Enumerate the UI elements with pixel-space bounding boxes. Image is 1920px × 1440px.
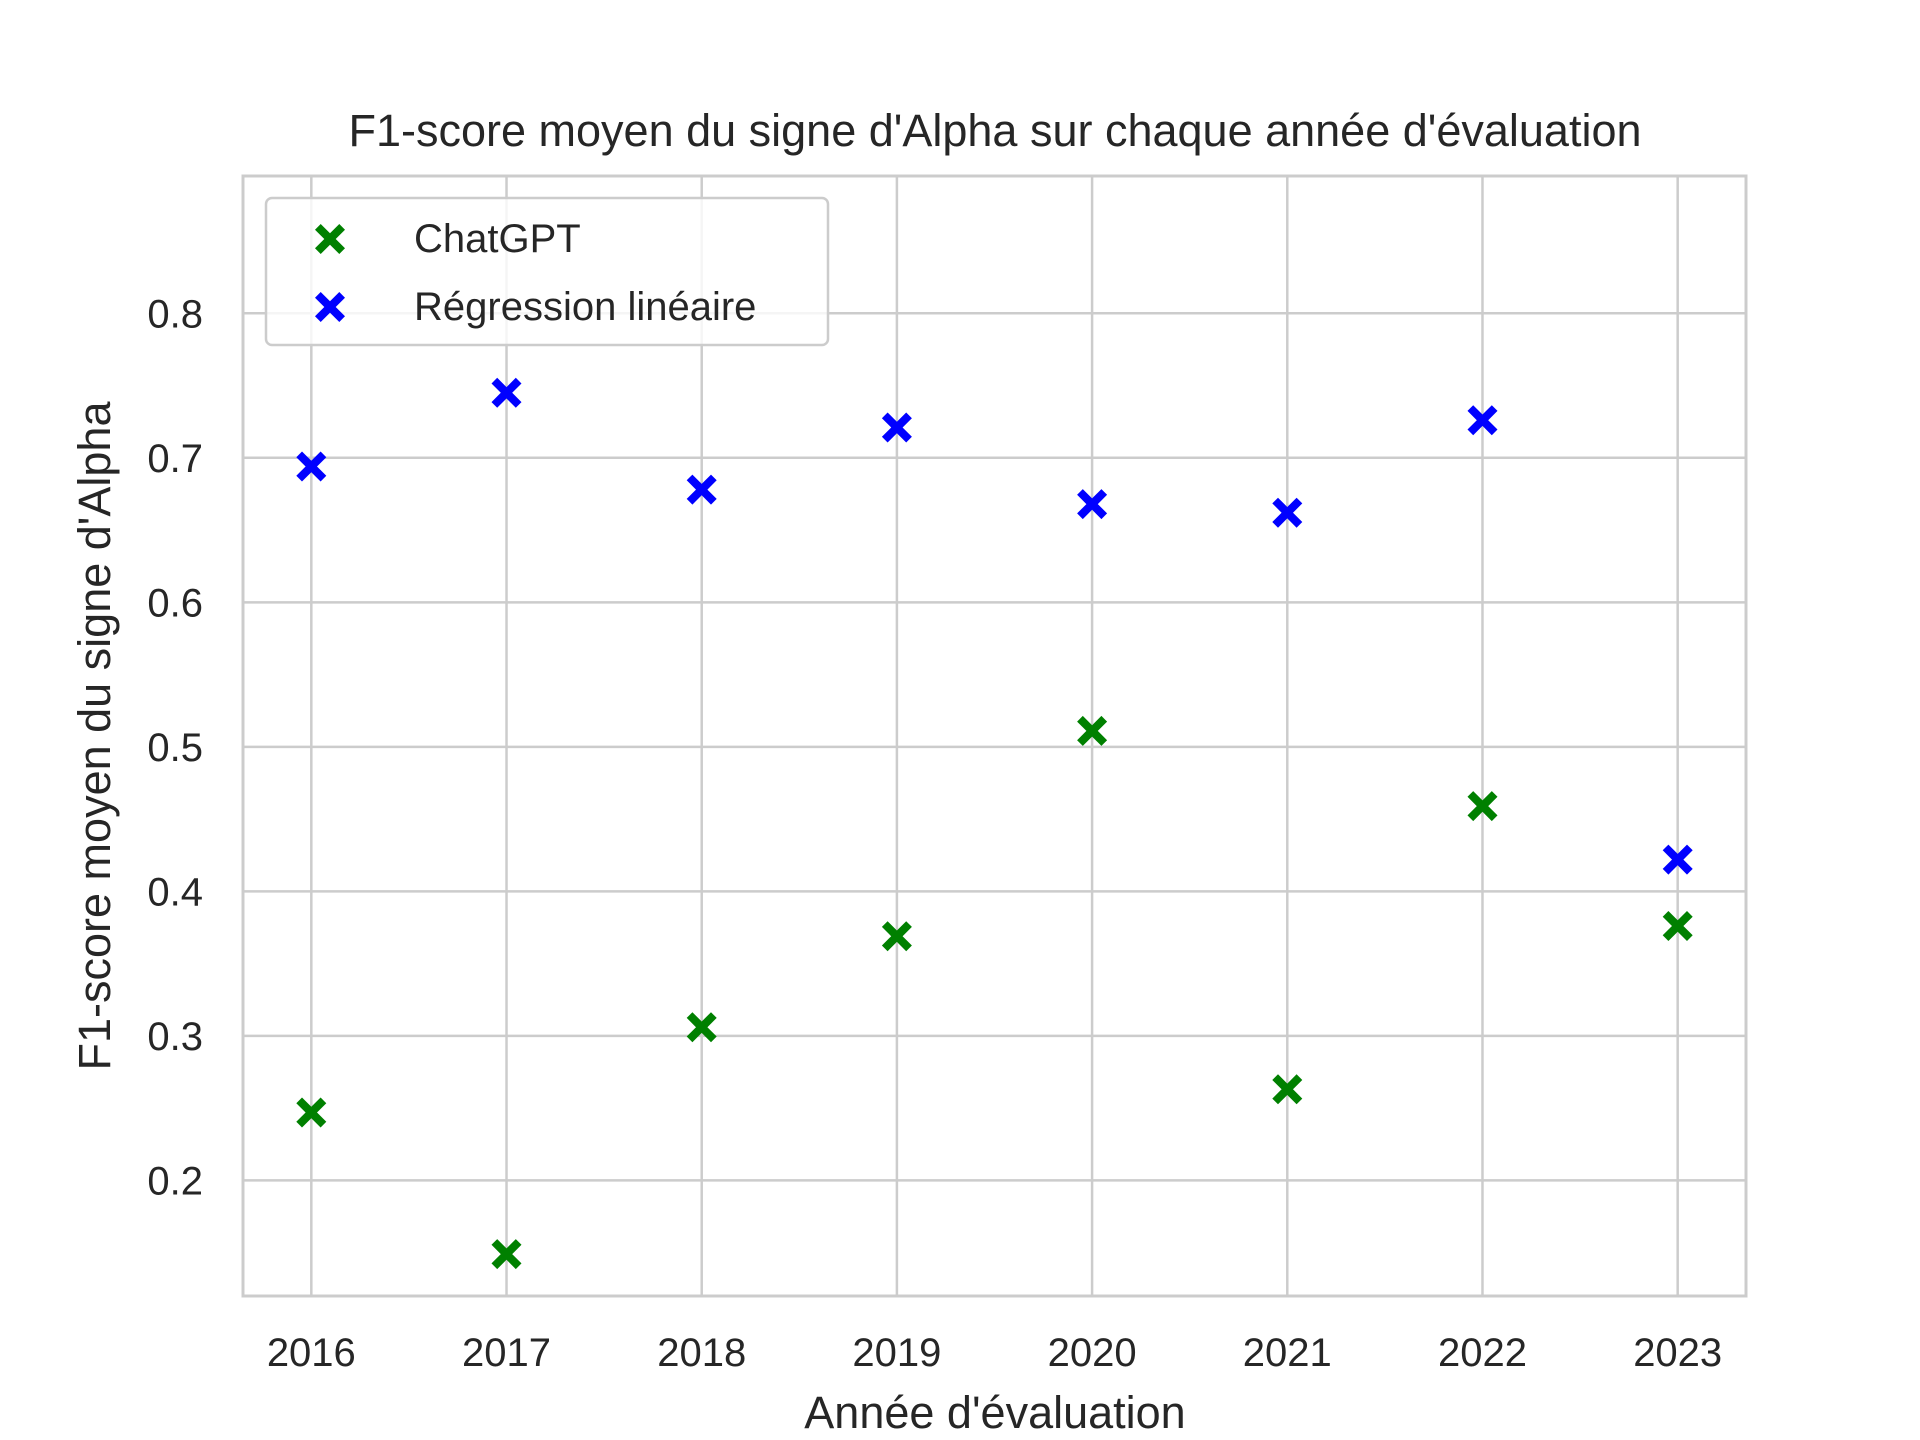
data-point-regression-lineaire xyxy=(881,412,912,443)
x-tick-label: 2019 xyxy=(852,1331,941,1375)
data-point-chatgpt xyxy=(1662,911,1693,941)
plot-frame xyxy=(241,174,1748,1298)
data-point-chatgpt xyxy=(686,1012,717,1043)
data-points xyxy=(296,377,1693,1270)
data-point-regression-lineaire xyxy=(1467,405,1498,436)
legend-box xyxy=(264,196,830,347)
legend-label: ChatGPT xyxy=(414,217,581,261)
data-point-regression-lineaire xyxy=(686,474,717,505)
x-tick-label: 2023 xyxy=(1633,1331,1722,1375)
data-point-chatgpt xyxy=(491,1239,522,1270)
y-tick-label: 0.2 xyxy=(147,1159,203,1203)
data-point-chatgpt xyxy=(1467,791,1498,822)
data-point-chatgpt xyxy=(296,1097,327,1128)
y-tick-label: 0.8 xyxy=(147,292,203,336)
data-point-regression-lineaire xyxy=(296,451,327,482)
x-tick-label: 2016 xyxy=(267,1331,356,1375)
y-axis-ticks: 0.2 0.3 0.4 0.5 0.6 0.7 0.8 xyxy=(147,292,203,1203)
x-axis-label: Année d'évaluation xyxy=(804,1387,1185,1438)
chart-title: F1-score moyen du signe d'Alpha sur chaq… xyxy=(348,105,1641,156)
y-tick-label: 0.7 xyxy=(147,437,203,481)
x-tick-label: 2021 xyxy=(1243,1331,1332,1375)
y-tick-label: 0.3 xyxy=(147,1015,203,1059)
data-point-regression-lineaire xyxy=(491,377,522,408)
legend-label: Régression linéaire xyxy=(414,285,756,329)
data-point-chatgpt xyxy=(1077,715,1108,746)
data-point-regression-lineaire xyxy=(1272,497,1303,528)
x-tick-label: 2017 xyxy=(462,1331,551,1375)
data-point-chatgpt xyxy=(1272,1074,1303,1105)
x-tick-label: 2018 xyxy=(657,1331,746,1375)
data-point-regression-lineaire xyxy=(1662,844,1693,875)
data-point-regression-lineaire xyxy=(1077,489,1108,520)
y-tick-label: 0.5 xyxy=(147,726,203,770)
x-tick-label: 2022 xyxy=(1438,1331,1527,1375)
y-tick-label: 0.6 xyxy=(147,581,203,625)
data-point-chatgpt xyxy=(881,921,912,952)
y-tick-label: 0.4 xyxy=(147,870,203,914)
x-axis-ticks: 2016 2017 2018 2019 2020 2021 2022 2023 xyxy=(267,1331,1722,1375)
y-axis-label: F1-score moyen du signe d'Alpha xyxy=(69,401,120,1071)
legend-marker xyxy=(315,224,345,254)
legend-marker xyxy=(315,292,345,322)
x-tick-label: 2020 xyxy=(1048,1331,1137,1375)
legend: ChatGPT Régression linéaire xyxy=(264,196,830,347)
